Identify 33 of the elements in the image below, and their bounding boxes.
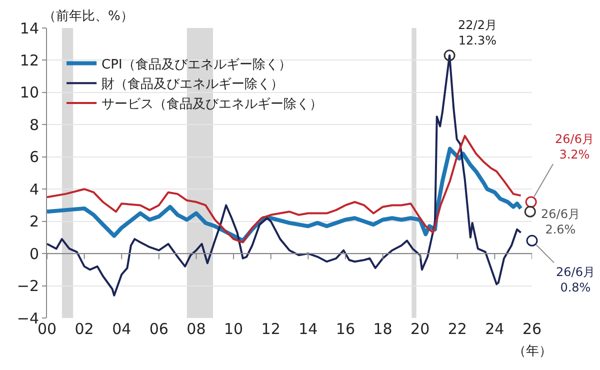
x-tick-label: 02 bbox=[74, 320, 94, 338]
y-tick-label: 4 bbox=[29, 180, 39, 198]
annotation: 26/6月 3.2% bbox=[555, 132, 594, 162]
annotation: 22/2月 12.3% bbox=[458, 18, 497, 48]
y-tick-label: 8 bbox=[29, 116, 39, 134]
y-tick-label: 10 bbox=[20, 84, 39, 102]
x-tick-label: 00 bbox=[37, 320, 57, 338]
legend-label: CPI（食品及びエネルギー除く） bbox=[102, 57, 292, 72]
x-tick-label: 18 bbox=[373, 320, 392, 338]
y-tick-label: 0 bbox=[29, 244, 39, 263]
annotation: 26/6月 0.8% bbox=[556, 265, 595, 295]
x-tick-label: 16 bbox=[336, 320, 356, 338]
y-tick-label: 2 bbox=[29, 212, 39, 231]
y-tick-label: −4 bbox=[16, 309, 39, 328]
y-tick-label: 6 bbox=[29, 148, 39, 166]
y-axis-title: （前年比、%） bbox=[43, 9, 134, 24]
x-tick-label: 12 bbox=[261, 320, 280, 338]
x-tick-label: 10 bbox=[224, 320, 244, 338]
y-tick-label: 14 bbox=[20, 19, 39, 38]
x-tick-label: 04 bbox=[112, 320, 132, 338]
y-tick-label: −2 bbox=[16, 277, 39, 296]
x-axis-title: （年） bbox=[513, 344, 552, 359]
x-tick-label: 22 bbox=[448, 320, 467, 338]
x-tick-label: 08 bbox=[186, 320, 206, 338]
x-tick-label: 24 bbox=[485, 320, 504, 338]
x-tick-label: 06 bbox=[149, 320, 168, 338]
y-tick-label: 12 bbox=[20, 51, 39, 70]
legend-label: 財（食品及びエネルギー除く） bbox=[102, 77, 284, 92]
annotation: 26/6月 2.6% bbox=[541, 207, 580, 237]
x-tick-label: 26 bbox=[522, 320, 542, 338]
x-tick-label: 20 bbox=[410, 320, 430, 338]
x-tick-label: 14 bbox=[298, 320, 318, 338]
legend-label: サービス（食品及びエネルギー除く） bbox=[102, 97, 323, 112]
